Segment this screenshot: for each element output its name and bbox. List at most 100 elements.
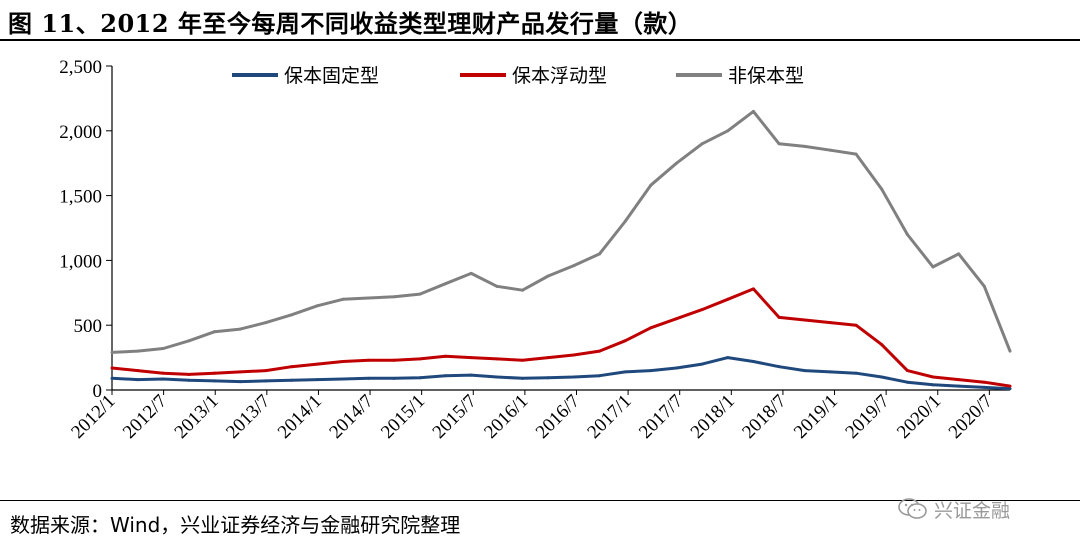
data-point bbox=[572, 264, 576, 268]
data-point bbox=[418, 357, 422, 361]
data-point bbox=[161, 347, 165, 351]
data-point bbox=[777, 365, 781, 369]
data-point bbox=[546, 376, 550, 380]
data-point bbox=[700, 308, 704, 312]
watermark-text: 兴证金融 bbox=[934, 499, 1011, 522]
series-line bbox=[111, 109, 1012, 354]
top-rule bbox=[0, 39, 1080, 41]
data-point bbox=[341, 297, 345, 301]
data-point bbox=[726, 129, 730, 133]
x-tick-label: 2016/7 bbox=[532, 391, 584, 443]
data-point bbox=[700, 142, 704, 146]
data-point bbox=[290, 313, 294, 317]
data-point bbox=[315, 378, 319, 382]
data-point bbox=[957, 378, 961, 382]
data-point bbox=[238, 370, 242, 374]
data-point bbox=[623, 220, 627, 224]
x-tick-label: 2020/7 bbox=[945, 391, 997, 443]
x-tick-label: 2019/7 bbox=[842, 391, 894, 443]
data-point bbox=[495, 375, 499, 379]
data-point bbox=[572, 375, 576, 379]
x-tick-label: 2014/7 bbox=[325, 391, 377, 443]
data-point bbox=[392, 358, 396, 362]
data-point bbox=[931, 383, 935, 387]
data-point bbox=[597, 349, 601, 353]
x-tick-label: 2013/1 bbox=[171, 391, 223, 443]
data-point bbox=[418, 292, 422, 296]
data-point bbox=[136, 349, 140, 353]
data-point bbox=[905, 369, 909, 373]
y-tick-label: 1,500 bbox=[59, 187, 102, 208]
data-point bbox=[828, 370, 832, 374]
data-point bbox=[1008, 387, 1012, 391]
data-point bbox=[418, 376, 422, 380]
data-point bbox=[290, 378, 294, 382]
bottom-rule bbox=[0, 500, 1080, 501]
data-point bbox=[136, 378, 140, 382]
data-point bbox=[238, 327, 242, 331]
y-tick-label: 0 bbox=[93, 381, 103, 402]
data-point bbox=[521, 288, 525, 292]
data-point bbox=[905, 232, 909, 236]
data-point bbox=[623, 339, 627, 343]
x-tick-label: 2017/7 bbox=[635, 391, 687, 443]
data-point bbox=[803, 144, 807, 148]
data-point bbox=[187, 378, 191, 382]
data-point bbox=[187, 372, 191, 376]
data-point bbox=[931, 265, 935, 269]
source-note: 数据来源：Wind，兴业证券经济与金融研究院整理 bbox=[10, 513, 461, 537]
data-point bbox=[957, 384, 961, 388]
data-point bbox=[392, 295, 396, 299]
data-point bbox=[136, 369, 140, 373]
data-point bbox=[444, 354, 448, 358]
data-point bbox=[341, 377, 345, 381]
x-tick-label: 2019/1 bbox=[790, 391, 842, 443]
data-point bbox=[572, 353, 576, 357]
data-point bbox=[982, 380, 986, 384]
data-point bbox=[649, 183, 653, 187]
y-tick-label: 1,000 bbox=[59, 251, 102, 272]
data-point bbox=[495, 357, 499, 361]
data-point bbox=[546, 274, 550, 278]
data-point bbox=[726, 297, 730, 301]
data-point bbox=[264, 321, 268, 325]
y-tick-label: 500 bbox=[74, 316, 103, 337]
data-point bbox=[803, 318, 807, 322]
data-point bbox=[726, 356, 730, 360]
data-point bbox=[957, 252, 961, 256]
data-point bbox=[700, 362, 704, 366]
data-point bbox=[161, 377, 165, 381]
x-tick-label: 2016/1 bbox=[480, 391, 532, 443]
data-point bbox=[597, 252, 601, 256]
data-point bbox=[803, 369, 807, 373]
watermark: 兴证金融 bbox=[898, 496, 1058, 522]
data-point bbox=[213, 330, 217, 334]
data-point bbox=[495, 284, 499, 288]
data-point bbox=[777, 142, 781, 146]
x-tick-label: 2015/1 bbox=[377, 391, 429, 443]
data-point bbox=[674, 317, 678, 321]
data-point bbox=[187, 339, 191, 343]
legend-label: 非保本型 bbox=[728, 65, 804, 87]
data-point bbox=[854, 371, 858, 375]
wechat-icon bbox=[898, 498, 927, 519]
data-point bbox=[213, 379, 217, 383]
x-tick-label: 2018/7 bbox=[738, 391, 790, 443]
chart-title: 图 11、2012 年至今每周不同收益类型理财产品发行量（款） bbox=[8, 9, 693, 38]
data-point bbox=[315, 304, 319, 308]
data-point bbox=[290, 365, 294, 369]
legend-label: 保本浮动型 bbox=[512, 65, 607, 87]
data-point bbox=[521, 358, 525, 362]
data-point bbox=[161, 371, 165, 375]
data-point bbox=[674, 366, 678, 370]
x-tick-label: 2018/1 bbox=[687, 391, 739, 443]
data-point bbox=[880, 375, 884, 379]
data-point bbox=[444, 282, 448, 286]
data-point bbox=[444, 374, 448, 378]
data-point bbox=[238, 380, 242, 384]
data-point bbox=[110, 376, 114, 380]
data-point bbox=[880, 187, 884, 191]
data-point bbox=[623, 370, 627, 374]
x-tick-label: 2017/1 bbox=[583, 391, 635, 443]
data-point bbox=[751, 109, 755, 113]
